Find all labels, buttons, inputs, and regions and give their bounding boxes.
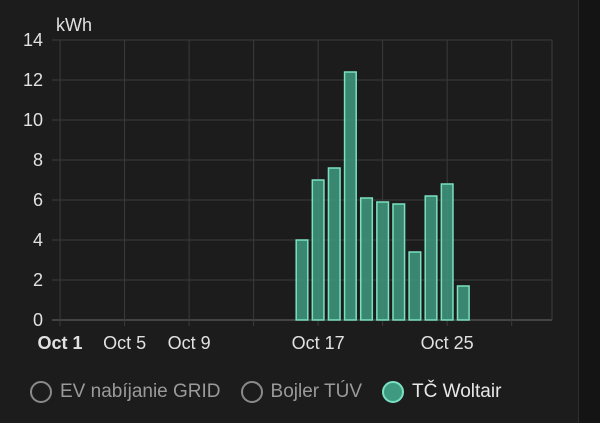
legend-swatch-ev-grid: [30, 381, 52, 403]
legend-swatch-bojler: [240, 381, 263, 403]
y-tick-label: 14: [23, 30, 43, 50]
legend-item-tc-woltair[interactable]: TČ Woltair: [382, 381, 501, 403]
bar: [295, 239, 309, 321]
bar: [311, 179, 325, 321]
x-tick-label: Oct 1: [38, 333, 83, 353]
legend-label-tc-woltair: TČ Woltair: [412, 381, 502, 402]
x-tick-label: Oct 5: [103, 333, 146, 353]
y-tick-label: 0: [33, 310, 43, 330]
y-tick-label: 10: [23, 110, 43, 130]
bar: [392, 203, 406, 321]
y-tick-label: 6: [33, 190, 43, 210]
chart-bars: [295, 71, 470, 321]
scrollbar-edge: [578, 0, 600, 423]
bar: [376, 201, 390, 321]
y-tick-label: 2: [33, 270, 43, 290]
y-tick-label: 4: [33, 230, 43, 250]
bar: [359, 197, 374, 321]
legend-item-ev-grid[interactable]: EV nabíjanie GRID: [30, 381, 221, 403]
bar: [408, 251, 422, 321]
y-tick-label: 12: [23, 70, 43, 90]
bar: [424, 195, 438, 321]
bar: [440, 183, 454, 321]
legend-swatch-tc-woltair: [382, 381, 405, 403]
x-tick-label: Oct 25: [421, 333, 474, 353]
chart-legend: EV nabíjanie GRID Bojler TÚV TČ Woltair: [30, 381, 521, 403]
bar: [343, 71, 357, 321]
legend-item-bojler[interactable]: Bojler TÚV: [240, 381, 363, 403]
x-tick-label: Oct 9: [168, 333, 211, 353]
bar-chart: 0 2 4 6 8 10 12 14 Oct 1 Oct 5 Oct 9 Oct 17 Oct 25: [23, 30, 553, 353]
y-axis-unit-label: kWh: [56, 15, 92, 35]
chart-grid: [52, 39, 553, 326]
bar: [327, 167, 341, 321]
legend-label-ev-grid: EV nabíjanie GRID: [60, 381, 221, 402]
y-tick-label: 8: [33, 150, 43, 170]
y-axis-ticks: 0 2 4 6 8 10 12 14: [23, 30, 43, 330]
bar: [456, 285, 470, 321]
x-tick-label: Oct 17: [292, 333, 345, 353]
legend-label-bojler: Bojler TÚV: [270, 381, 363, 402]
x-axis-ticks: Oct 1 Oct 5 Oct 9 Oct 17 Oct 25: [38, 333, 474, 353]
